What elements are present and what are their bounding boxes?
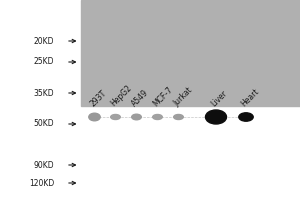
Text: Heart: Heart xyxy=(240,86,261,108)
Text: Jurkat: Jurkat xyxy=(172,86,194,108)
Text: 50KD: 50KD xyxy=(33,119,54,129)
Text: MCF-7: MCF-7 xyxy=(151,85,174,108)
Text: 293T: 293T xyxy=(88,88,108,108)
Ellipse shape xyxy=(153,114,162,119)
Text: Liver: Liver xyxy=(210,88,229,108)
Bar xyxy=(81,0,300,106)
Ellipse shape xyxy=(174,114,183,119)
Text: A549: A549 xyxy=(130,88,151,108)
Ellipse shape xyxy=(89,113,100,121)
Ellipse shape xyxy=(206,110,226,124)
Ellipse shape xyxy=(132,114,141,120)
Text: 90KD: 90KD xyxy=(33,160,54,170)
Ellipse shape xyxy=(111,114,120,119)
Text: 35KD: 35KD xyxy=(33,88,54,98)
Ellipse shape xyxy=(239,113,253,121)
Text: HepG2: HepG2 xyxy=(109,83,134,108)
Text: 120KD: 120KD xyxy=(29,178,54,188)
Text: 25KD: 25KD xyxy=(34,58,54,66)
Text: 20KD: 20KD xyxy=(34,36,54,46)
